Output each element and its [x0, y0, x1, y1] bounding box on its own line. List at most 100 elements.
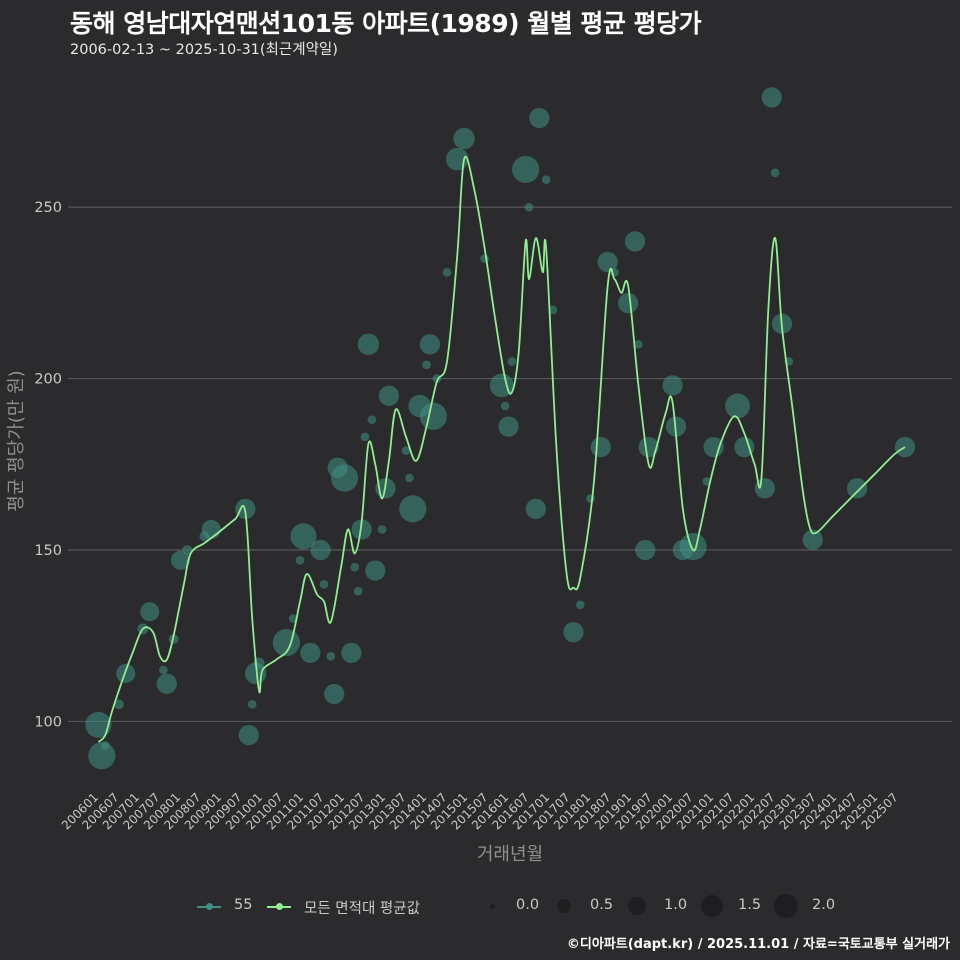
series-55-points — [85, 87, 916, 770]
point-55 — [290, 523, 317, 550]
y-tick-label: 200 — [34, 372, 62, 388]
point-55 — [529, 107, 550, 129]
size-legend-label-0: 0.0 — [516, 897, 540, 913]
point-55 — [353, 586, 363, 596]
point-55 — [85, 711, 112, 738]
y-tick-labels: 100 150 200 250 — [34, 200, 62, 730]
point-55 — [419, 334, 441, 355]
point-55 — [624, 231, 646, 252]
point-55 — [405, 473, 414, 483]
point-55 — [238, 725, 259, 746]
point-55 — [116, 663, 136, 683]
point-55 — [326, 651, 336, 661]
size-legend-label-3: 1.5 — [738, 897, 762, 913]
legend: 55 모든 면적대 평균값 0.0 0.5 1.0 1.5 2.0 — [0, 894, 960, 920]
size-legend-label-4: 2.0 — [812, 897, 836, 913]
point-55 — [442, 267, 452, 277]
point-55 — [618, 293, 639, 314]
point-55 — [597, 251, 618, 273]
point-55 — [634, 339, 643, 349]
point-55 — [754, 478, 775, 499]
point-55 — [761, 87, 782, 108]
point-55 — [563, 622, 584, 643]
point-55 — [445, 147, 469, 171]
point-55 — [432, 374, 442, 383]
point-55 — [590, 437, 611, 458]
point-55 — [586, 494, 595, 503]
point-55 — [512, 155, 540, 184]
y-tick-label: 150 — [34, 543, 62, 559]
point-55 — [319, 579, 329, 589]
point-55 — [140, 602, 160, 622]
point-55 — [507, 357, 517, 366]
point-55 — [300, 642, 321, 663]
y-tick-label: 100 — [34, 714, 62, 730]
series-average-line — [97, 155, 906, 743]
point-55 — [575, 600, 585, 610]
size-legend-label-2: 1.0 — [664, 897, 688, 913]
point-55 — [662, 375, 683, 396]
point-55 — [770, 168, 780, 178]
point-55 — [635, 539, 656, 561]
point-55 — [480, 254, 489, 263]
point-55 — [201, 519, 221, 539]
point-55 — [310, 539, 331, 561]
point-55 — [365, 560, 386, 581]
point-55 — [703, 437, 724, 458]
point-55 — [802, 529, 823, 550]
point-55 — [734, 437, 755, 458]
point-55 — [182, 545, 193, 555]
legend-label-average: 모든 면적대 평균값 — [304, 901, 420, 917]
size-legend-dot-1 — [557, 899, 571, 913]
point-55 — [360, 432, 370, 442]
legend-label-55: 55 — [234, 897, 253, 913]
size-legend-dot-0 — [490, 904, 495, 909]
y-tick-label: 250 — [34, 200, 62, 216]
point-55 — [638, 437, 659, 458]
point-55 — [367, 415, 377, 425]
point-55 — [295, 555, 305, 565]
point-55 — [419, 402, 447, 430]
point-55 — [357, 333, 380, 355]
point-55 — [378, 385, 400, 406]
legend-dot-average — [276, 903, 283, 910]
point-55 — [159, 665, 168, 675]
point-55 — [350, 562, 360, 572]
point-55 — [498, 416, 519, 437]
point-55 — [100, 741, 110, 750]
source-footer: ©디아파트(dapt.kr) / 2025.11.01 / 자료=국토교통부 실… — [566, 937, 950, 952]
point-55 — [679, 532, 707, 561]
size-legend-dot-3 — [701, 895, 723, 917]
point-55 — [324, 683, 345, 705]
point-55 — [524, 202, 534, 212]
legend-dot-55 — [206, 903, 213, 910]
x-tick-labels: 2006012006072007012007072008012008072009… — [59, 790, 901, 832]
point-55 — [88, 742, 116, 770]
point-55 — [330, 464, 359, 492]
point-55 — [422, 360, 431, 370]
x-axis-label: 거래년월 — [477, 844, 543, 865]
chart-title: 동해 영남대자연맨션101동 아파트(1989) 월별 평균 평당가 — [70, 9, 702, 38]
point-55 — [170, 550, 190, 570]
point-55 — [548, 305, 558, 315]
y-axis-label: 평균 평당가(만 원) — [6, 370, 27, 511]
point-55 — [156, 673, 177, 694]
size-legend-dot-4 — [774, 894, 798, 918]
point-55 — [541, 175, 551, 185]
point-55 — [377, 525, 387, 534]
point-55 — [500, 401, 510, 411]
point-55 — [453, 127, 475, 150]
point-55 — [525, 498, 547, 519]
point-55 — [247, 699, 257, 709]
average-line-path — [97, 155, 906, 743]
grid-lines — [68, 206, 952, 723]
point-55 — [399, 495, 427, 523]
size-legend-dot-2 — [628, 897, 646, 915]
point-55 — [725, 393, 750, 419]
point-55 — [847, 478, 868, 499]
size-legend-label-1: 0.5 — [590, 897, 614, 913]
point-55 — [401, 446, 411, 455]
point-55 — [341, 642, 362, 663]
point-55 — [114, 699, 124, 710]
